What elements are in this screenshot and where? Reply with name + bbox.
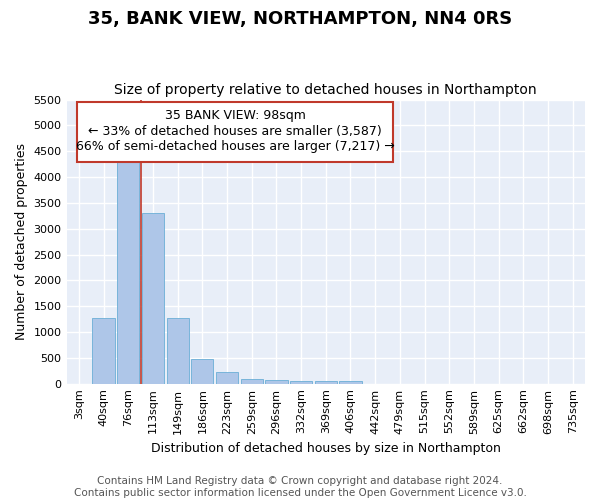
- Text: 66% of semi-detached houses are larger (7,217) →: 66% of semi-detached houses are larger (…: [76, 140, 394, 153]
- Bar: [314, 381, 337, 384]
- Text: Contains HM Land Registry data © Crown copyright and database right 2024.
Contai: Contains HM Land Registry data © Crown c…: [74, 476, 526, 498]
- Bar: [216, 372, 238, 384]
- Bar: [92, 318, 115, 384]
- Text: 35 BANK VIEW: 98sqm: 35 BANK VIEW: 98sqm: [164, 109, 305, 122]
- Bar: [265, 380, 287, 384]
- Bar: [142, 213, 164, 384]
- Bar: [117, 159, 139, 384]
- Bar: [241, 379, 263, 384]
- Bar: [191, 359, 214, 384]
- Bar: [290, 381, 312, 384]
- Bar: [167, 318, 189, 384]
- Text: 35, BANK VIEW, NORTHAMPTON, NN4 0RS: 35, BANK VIEW, NORTHAMPTON, NN4 0RS: [88, 10, 512, 28]
- Text: ← 33% of detached houses are smaller (3,587): ← 33% of detached houses are smaller (3,…: [88, 124, 382, 138]
- X-axis label: Distribution of detached houses by size in Northampton: Distribution of detached houses by size …: [151, 442, 501, 455]
- Y-axis label: Number of detached properties: Number of detached properties: [15, 143, 28, 340]
- Title: Size of property relative to detached houses in Northampton: Size of property relative to detached ho…: [115, 83, 537, 97]
- FancyBboxPatch shape: [77, 102, 393, 162]
- Bar: [340, 382, 362, 384]
